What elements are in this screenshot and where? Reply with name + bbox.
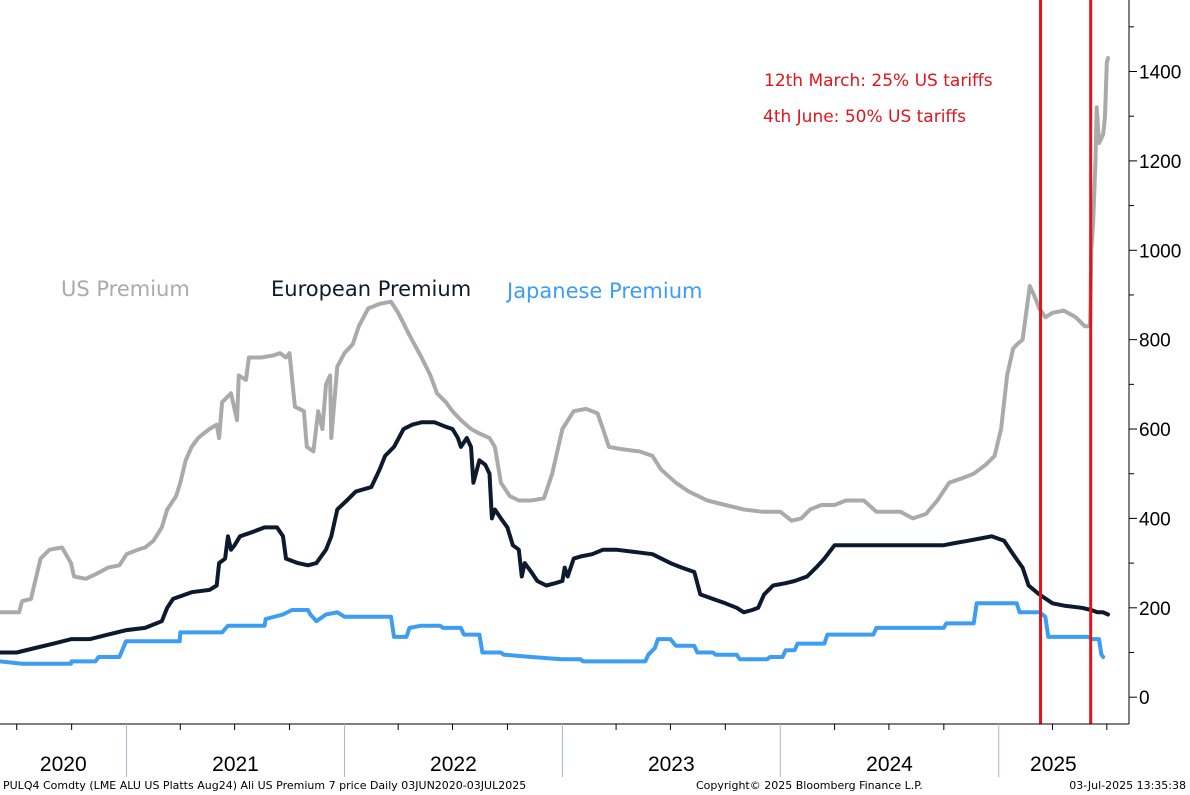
x-year-label-2023: 2023 — [648, 753, 695, 776]
series-line-european-premium — [0, 420, 1110, 655]
x-year-label-2021: 2021 — [212, 753, 259, 776]
annotation-2: 4th June: 50% US tariffs — [763, 107, 966, 127]
y-tick-label-1400: 1400 — [1139, 63, 1181, 84]
footer-left: PULQ4 Comdty (LME ALU US Platts Aug24) A… — [3, 779, 527, 792]
footer-right: 03-Jul-2025 13:35:38 — [1069, 779, 1186, 792]
legend: US Premium European Premium Japanese Premi… — [61, 277, 702, 303]
x-year-label-2022: 2022 — [430, 753, 477, 776]
legend-label-us-premium: US Premium — [61, 277, 190, 301]
footer-center: Copyright© 2025 Bloomberg Finance L.P. — [696, 779, 923, 792]
series-layer — [0, 56, 1110, 666]
y-tick-label-1200: 1200 — [1139, 152, 1181, 173]
y-axis: 0 200 400 600 800 1000 1200 1400 — [1128, 0, 1181, 724]
y-tick-label-400: 400 — [1139, 509, 1171, 530]
annotations: 12th March: 25% US tariffs 4th June: 50% … — [763, 71, 993, 127]
y-tick-label-0: 0 — [1139, 688, 1150, 709]
vertical-lines — [1039, 0, 1093, 724]
annotation-1: 12th March: 25% US tariffs — [764, 71, 993, 91]
series-line-us-premium — [0, 56, 1110, 615]
legend-label-japanese-premium: Japanese Premium — [505, 279, 702, 303]
y-tick-label-800: 800 — [1139, 331, 1171, 352]
x-year-label-2025: 2025 — [1030, 753, 1077, 776]
y-tick-label-1000: 1000 — [1139, 241, 1181, 262]
x-year-label-2020: 2020 — [40, 753, 87, 776]
x-year-label-2024: 2024 — [866, 753, 913, 776]
y-tick-label-200: 200 — [1139, 599, 1171, 620]
legend-label-european-premium: European Premium — [271, 277, 471, 301]
x-axis: 2020 2021 2022 2023 2024 2025 — [0, 723, 1129, 777]
y-tick-label-600: 600 — [1139, 420, 1171, 441]
series-line-japanese-premium — [0, 601, 1106, 666]
